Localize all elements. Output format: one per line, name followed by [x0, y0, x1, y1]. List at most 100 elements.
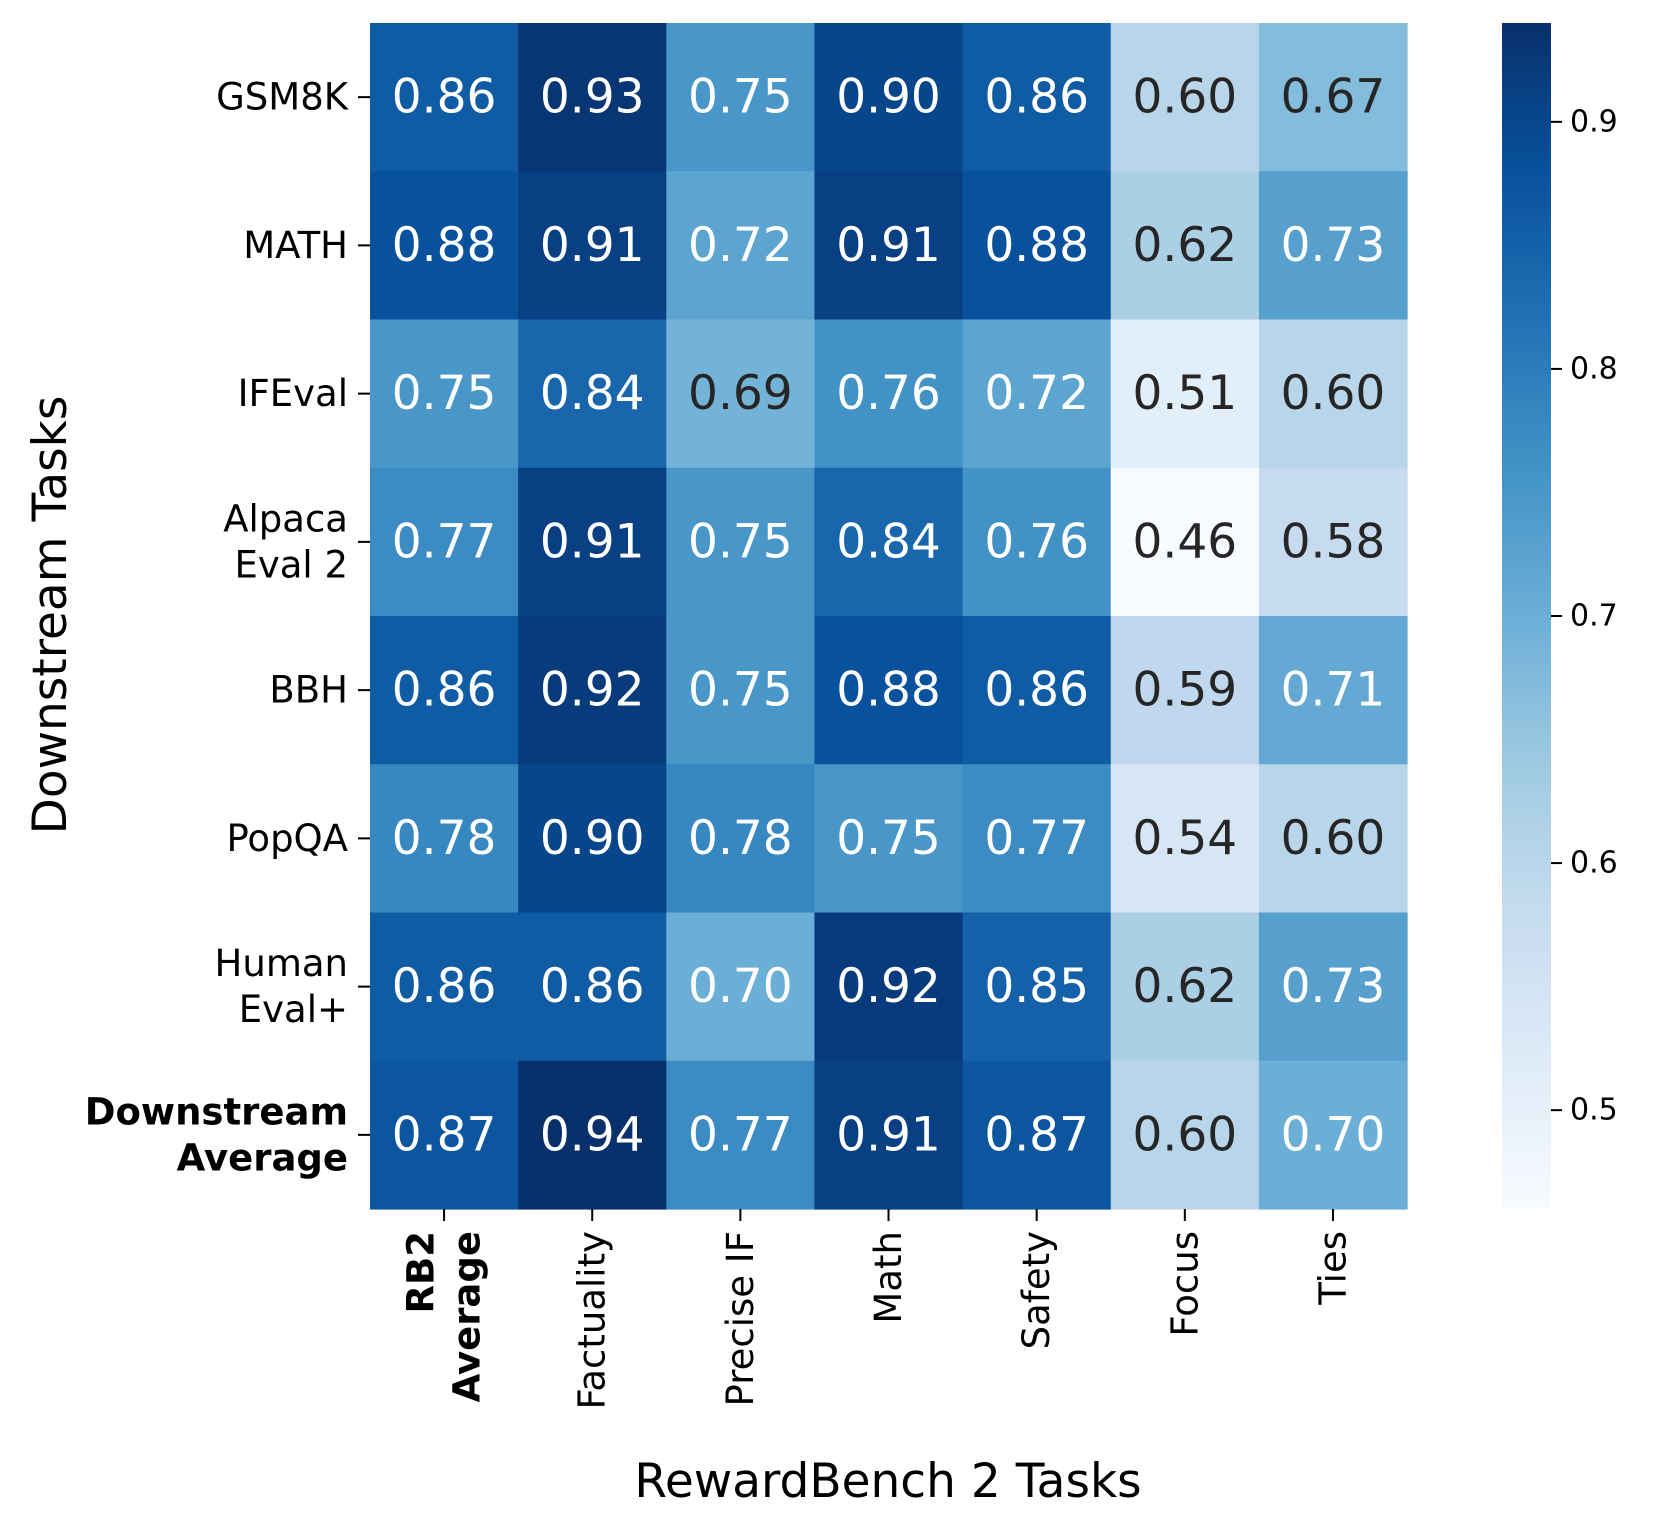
- heatmap-cell: [518, 171, 667, 321]
- heatmap-cell: [1258, 616, 1408, 765]
- y-tick-label: Human: [215, 942, 348, 985]
- cell-value-label: 0.72: [688, 218, 793, 273]
- cell-value-label: 0.94: [540, 1107, 645, 1162]
- heatmap-cell: [370, 23, 519, 172]
- x-tick-label: Average: [446, 1231, 489, 1402]
- colorbar-tick-label: 0.8: [1570, 351, 1618, 386]
- heatmap-cell: [1258, 171, 1408, 321]
- cell-value-label: 0.93: [540, 70, 645, 125]
- x-tick-label: Ties: [1311, 1231, 1354, 1306]
- heatmap-cell: [370, 912, 519, 1062]
- heatmap-cell: [370, 467, 519, 617]
- x-tick-label: Factuality: [571, 1231, 614, 1410]
- cell-value-label: 0.91: [540, 514, 645, 569]
- cell-value-label: 0.75: [688, 514, 793, 569]
- cell-value-label: 0.86: [392, 70, 497, 125]
- cell-value-label: 0.91: [540, 218, 645, 273]
- cell-value-label: 0.71: [1281, 663, 1386, 718]
- heatmap-cell: [666, 912, 816, 1062]
- y-tick-label: Eval 2: [234, 543, 348, 586]
- y-tick-label: Downstream: [85, 1090, 348, 1133]
- cell-value-label: 0.87: [392, 1107, 497, 1162]
- heatmap-cell: [1110, 912, 1260, 1062]
- heatmap-cell: [814, 912, 964, 1062]
- colorbar-tick-label: 0.9: [1570, 104, 1618, 139]
- heatmap-cell: [518, 764, 667, 914]
- y-tick-label: IFEval: [238, 372, 348, 415]
- y-tick-label: Alpaca: [223, 497, 348, 540]
- cell-value-label: 0.62: [1132, 959, 1237, 1014]
- cell-value-label: 0.88: [392, 218, 497, 273]
- heatmap-cell: [814, 1060, 964, 1210]
- heatmap-cell: [370, 171, 519, 321]
- heatmap-cell: [666, 1060, 816, 1210]
- y-tick-label: Average: [177, 1136, 348, 1179]
- cell-value-label: 0.92: [540, 663, 645, 718]
- cell-value-label: 0.60: [1132, 70, 1237, 125]
- cell-value-label: 0.77: [688, 1107, 793, 1162]
- heatmap-cell: [370, 616, 519, 765]
- heatmap-cell: [962, 23, 1112, 172]
- cell-value-label: 0.86: [392, 959, 497, 1014]
- heatmap-cell: [962, 467, 1112, 617]
- cell-value-label: 0.91: [836, 218, 941, 273]
- heatmap-cell: [1110, 319, 1260, 469]
- heatmap-cell: [1110, 23, 1260, 172]
- heatmap-cell: [1110, 616, 1260, 765]
- cell-value-label: 0.70: [688, 959, 793, 1014]
- cell-value-label: 0.75: [392, 366, 497, 421]
- cell-value-label: 0.87: [984, 1107, 1089, 1162]
- cell-value-label: 0.72: [984, 366, 1089, 421]
- y-tick-label: Eval+: [239, 988, 348, 1031]
- cell-value-label: 0.58: [1281, 514, 1386, 569]
- x-tick-label: Precise IF: [719, 1231, 762, 1406]
- cell-value-label: 0.75: [836, 811, 941, 866]
- cell-value-label: 0.76: [836, 366, 941, 421]
- heatmap-cell: [962, 764, 1112, 914]
- heatmap-cell: [1110, 764, 1260, 914]
- cell-value-label: 0.92: [836, 959, 941, 1014]
- heatmap-cell: [1258, 912, 1408, 1062]
- cell-value-label: 0.60: [1132, 1107, 1237, 1162]
- cell-value-label: 0.67: [1281, 70, 1386, 125]
- heatmap-cell: [1258, 1060, 1408, 1210]
- heatmap-cell: [370, 319, 519, 469]
- cell-value-label: 0.77: [392, 514, 497, 569]
- cell-value-label: 0.69: [688, 366, 793, 421]
- cell-value-label: 0.75: [688, 70, 793, 125]
- colorbar-tick-label: 0.7: [1570, 599, 1618, 634]
- heatmap-cell: [666, 764, 816, 914]
- y-tick-label: PopQA: [226, 817, 348, 860]
- heatmap-cell: [1258, 467, 1408, 617]
- cell-value-label: 0.86: [984, 663, 1089, 718]
- heatmap-cell: [1110, 1060, 1260, 1210]
- cell-value-label: 0.86: [392, 663, 497, 718]
- cell-value-label: 0.54: [1132, 811, 1237, 866]
- cell-value-label: 0.73: [1281, 959, 1386, 1014]
- x-tick-label: Math: [867, 1231, 910, 1324]
- heatmap-cell: [1258, 23, 1408, 172]
- cell-value-label: 0.70: [1281, 1107, 1386, 1162]
- cell-value-label: 0.91: [836, 1107, 941, 1162]
- colorbar-tick-label: 0.5: [1570, 1093, 1618, 1128]
- cell-value-label: 0.84: [540, 366, 645, 421]
- heatmap-cell: [518, 23, 667, 172]
- y-tick-label: GSM8K: [216, 76, 350, 119]
- cell-value-label: 0.88: [836, 663, 941, 718]
- heatmap-cell: [370, 764, 519, 914]
- y-axis-title: Downstream Tasks: [23, 396, 78, 835]
- heatmap-cell: [666, 23, 816, 172]
- heatmap-cell: [518, 616, 667, 765]
- cell-value-label: 0.90: [836, 70, 941, 125]
- cell-value-label: 0.59: [1132, 663, 1237, 718]
- heatmap-cell: [962, 912, 1112, 1062]
- heatmap-cell: [962, 616, 1112, 765]
- cell-value-label: 0.75: [688, 663, 793, 718]
- x-axis-title: RewardBench 2 Tasks: [634, 1454, 1141, 1509]
- heatmap-cell: [814, 616, 964, 765]
- heatmap-cell: [1258, 764, 1408, 914]
- cell-value-label: 0.73: [1281, 218, 1386, 273]
- heatmap-cell: [666, 616, 816, 765]
- heatmap-cell: [814, 764, 964, 914]
